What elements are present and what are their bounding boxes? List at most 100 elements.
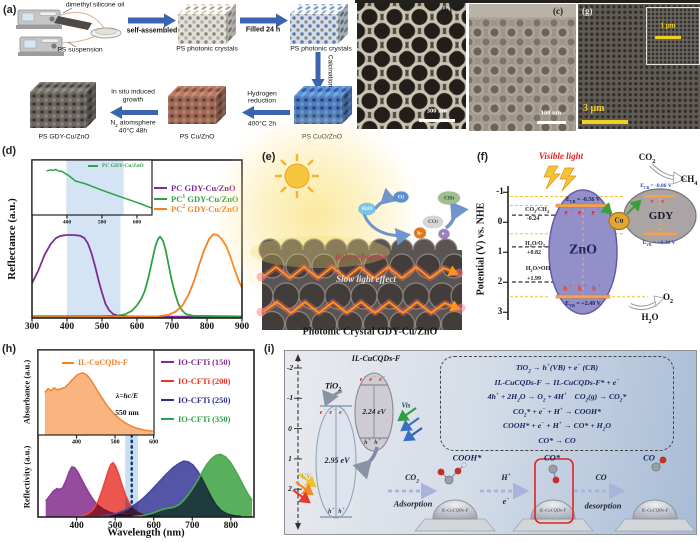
- redox-couple-label: H2O/O2: [525, 240, 545, 249]
- legend-item: PC GDY-Cu/ZnO: [154, 183, 236, 193]
- legend-label: IL-CuCQDs-F: [78, 358, 128, 367]
- i-y-tick: 1: [288, 453, 292, 463]
- catalyst-dome-2: [512, 499, 594, 532]
- vis-arrows: [397, 407, 423, 442]
- dome-label-1: IL-CuCQDs-F: [441, 507, 469, 513]
- cu-ellipse: [608, 211, 630, 231]
- redox-potential-value: -0.24: [526, 215, 540, 222]
- i-axis-arrow-top: [295, 354, 301, 361]
- label-hydrogen: Hydrogen: [247, 90, 277, 98]
- h-inset-y-axis-label: Absorbance (a.u.): [21, 359, 32, 425]
- syringe-pump-bottom: [18, 36, 64, 56]
- species-bubble: e −: [438, 229, 450, 239]
- h2o-to-o2-arrow: [628, 295, 665, 311]
- legend-item: IO-CFTi (350): [161, 414, 231, 424]
- i-y-tick: -1: [286, 393, 294, 403]
- i-y-tick: 0: [288, 423, 292, 433]
- label-filled-24h: Filled 24 h: [245, 26, 281, 34]
- panel-a-graphics: [16, 7, 325, 119]
- label-tio2-holes: h+ h+: [328, 505, 346, 515]
- label-ps-cu-zno: PS Cu/ZnO: [179, 133, 215, 141]
- arrow-h2o-to-o2: [373, 187, 397, 210]
- label-ps-photonic-crystals-1: PS photonic crystals: [176, 45, 238, 53]
- f-y-tick: 0: [497, 216, 503, 227]
- f-y-tick: 2: [497, 276, 503, 287]
- panel-label-h: (h): [2, 343, 17, 355]
- arrow-hydrogen-reduction: [242, 106, 290, 119]
- gdy-vb-bar: [644, 232, 676, 236]
- legend-swatch: [161, 361, 174, 363]
- legend-swatch: [154, 187, 167, 189]
- f-y-tick: 1: [497, 246, 503, 257]
- x-tick-label: 900: [235, 322, 250, 332]
- f-y-tick: -1: [496, 186, 504, 197]
- label-arrow3-co: CO: [595, 472, 607, 482]
- zigzag-glow-end: [456, 303, 466, 313]
- label-ps-gdy-cu-zno: PS GDY-Cu/ZnO: [38, 133, 90, 141]
- label-arrow2-electron: e−: [502, 496, 510, 506]
- x-tick-label: 500: [95, 322, 110, 332]
- legend-item: IO-CFTi (200): [161, 376, 231, 386]
- panel-label-g: (g): [582, 6, 593, 16]
- label-visible-light: Visible light: [538, 151, 584, 162]
- species-bubble: h +: [414, 227, 426, 239]
- label-evb-gdy: EVB = +0.38 V: [642, 240, 676, 248]
- panel-e-graphics: [210, 110, 469, 330]
- zigzag-glow-end: [256, 307, 266, 317]
- label-40c-48h: 40°C 48h: [118, 127, 148, 135]
- panel-label-e: (e): [262, 151, 276, 163]
- zno-cb-bar: [555, 203, 611, 208]
- surface-light: [250, 236, 390, 268]
- electron-transfer-arrow-1: [600, 202, 613, 215]
- redox-couple-label: CO2/CH4: [525, 206, 549, 215]
- legend-swatch: [161, 418, 174, 420]
- label-400c-2h: 400°C 2h: [247, 120, 277, 128]
- petri-dish-inner: [95, 27, 117, 35]
- reaction-equation: IL-CuCQDs-F → IL-CuCQDs-F* + e−: [494, 376, 620, 387]
- label-295ev: 2.95 eV: [324, 455, 350, 465]
- d-y-axis-label: Reflectance (a.u.): [6, 198, 19, 280]
- reaction-equation: 4h+ + 2H2O → O2 + 4H+ CO2(g) → CO2*: [487, 391, 627, 404]
- arrow-co2-to-ch4: [444, 201, 469, 230]
- i-axis-arrow-bottom: [295, 523, 301, 530]
- label-550nm: 550 nm: [115, 408, 139, 418]
- label-vis: Vis: [401, 401, 411, 410]
- x-tick-label: 700: [165, 322, 180, 332]
- legend-label: PC GDY-Cu/ZnO: [102, 163, 144, 169]
- scale-bar-g: [582, 120, 628, 124]
- scale-bar-g-inset: [655, 36, 681, 39]
- label-cqd-title: IL-CuCQDs-F: [351, 353, 401, 363]
- label-co: CO: [643, 452, 655, 463]
- zigzag-glow-end: [454, 268, 464, 278]
- legend-label: IO-CFTi (200): [178, 376, 231, 386]
- x-tick-label: 500: [108, 521, 123, 531]
- legend-label: PC GDY-Cu/ZnO: [171, 183, 236, 193]
- redox-potential-value: +0.82: [527, 249, 541, 256]
- panel-label-c: (c): [553, 6, 563, 16]
- legend-label: IO-CFTi (250): [178, 395, 231, 405]
- legend-item: IO-CFTi (250): [161, 395, 231, 405]
- sun-core: [284, 163, 310, 189]
- scale-bar-label-g-inset: 1 μm: [660, 21, 676, 30]
- reaction-equation: COOH* + e− + H+ → CO* + H2O: [502, 420, 612, 433]
- label-gdy-electrons: e− e−: [650, 196, 670, 205]
- label-pointer-suspension: [67, 41, 77, 48]
- label-insitu-induced: In situ induced: [111, 88, 155, 96]
- reaction-equation: CO* → CO: [538, 435, 576, 445]
- x-tick-label: 400: [60, 322, 75, 332]
- uv-arrows: [292, 473, 317, 504]
- legend-swatch: [88, 165, 98, 167]
- tem-image-c: [469, 4, 576, 131]
- label-gdy-holes: h+ h+: [650, 223, 670, 231]
- label-growth: growth: [122, 96, 144, 104]
- redox-level-dashes: [512, 214, 560, 283]
- chart-d-inset: 400 500 600: [31, 159, 153, 226]
- co2-to-ch4-arrow: [649, 163, 686, 185]
- legend-swatch: [161, 380, 174, 382]
- electron-transfer-arrow-2: [626, 199, 642, 215]
- reaction-equation: CO2* + e− + H+ → COOH*: [513, 405, 601, 419]
- i-equations-list: TiO2 → h+(VB) + e− (CB) IL-CuCQDs-F → IL-…: [442, 361, 672, 448]
- redox-couple-label: H2O/•OH: [525, 265, 551, 274]
- label-slow-light-effect: Slow light effect: [336, 274, 396, 285]
- cube-front-face: [30, 92, 86, 128]
